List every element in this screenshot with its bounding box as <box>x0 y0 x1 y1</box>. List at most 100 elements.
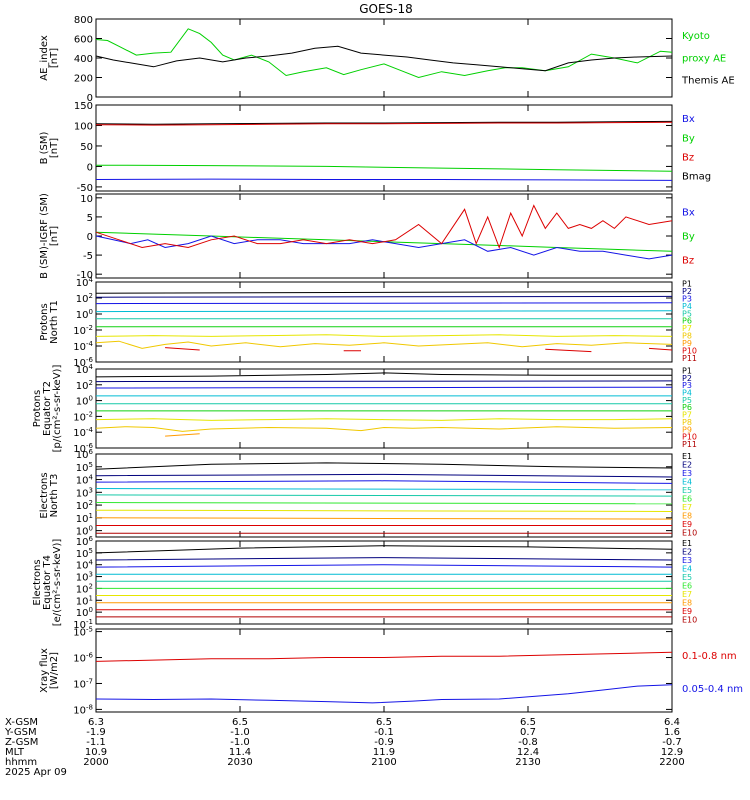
y-axis-label: [e/(cm²-s-sr-keV)] <box>52 539 63 627</box>
y-tick-label: -50 <box>77 183 93 194</box>
y-tick-label: 800 <box>74 15 93 26</box>
footer-value: 12.9 <box>661 747 683 758</box>
footer-value: 6.5 <box>232 717 248 728</box>
legend-entry: Bx <box>682 208 695 219</box>
series-line-e4 <box>95 488 673 491</box>
y-tick-label: 200 <box>74 74 93 85</box>
legend-entry: E8 <box>682 512 692 521</box>
footer-value: 6.5 <box>376 717 392 728</box>
legend-entry: By <box>682 232 695 243</box>
legend-entry: P9 <box>682 425 692 434</box>
footer-value: 10.9 <box>85 747 107 758</box>
y-tick-label: 0 <box>87 162 93 173</box>
legend-entry: P8 <box>682 418 692 427</box>
legend-entry: P11 <box>682 354 697 363</box>
y-axis-label: [nT] <box>49 226 60 246</box>
legend-entry: Themis AE <box>681 76 735 87</box>
footer-value: 2100 <box>371 757 396 768</box>
y-tick-label: 10-2 <box>73 410 93 423</box>
y-tick-label: 103 <box>76 486 93 499</box>
legend-entry: E9 <box>682 520 692 529</box>
y-tick-label: 10-4 <box>73 340 93 353</box>
y-tick-label: 0 <box>87 232 93 243</box>
legend-entry: P4 <box>682 302 692 311</box>
y-axis-label: North T3 <box>49 474 60 518</box>
legend-entry: P2 <box>682 287 692 296</box>
y-tick-label: 0 <box>87 93 93 104</box>
panel-frame <box>95 193 673 279</box>
legend-entry: E1 <box>682 452 692 461</box>
footer-value: 2200 <box>659 757 684 768</box>
series-line-e3 <box>95 564 673 568</box>
y-tick-label: 600 <box>74 35 93 46</box>
y-tick-label: 102 <box>76 499 93 512</box>
legend-entry: proxy AE <box>682 53 726 64</box>
series-line-p2 <box>95 295 673 298</box>
legend-entry: P6 <box>682 317 692 326</box>
legend-entry: E3 <box>682 469 692 478</box>
footer-value: 11.4 <box>229 747 251 758</box>
y-tick-label: 50 <box>80 142 93 153</box>
y-axis-label: B (SM)-IGRF (SM) <box>39 193 50 279</box>
legend-entry: E10 <box>682 616 697 625</box>
footer-row-label: hhmm <box>5 757 37 768</box>
panel-frame <box>95 104 673 192</box>
panel-bdiff: -10 -5 0 5 10 B (SM)-IGRF (SM) [nT] Bx By Bz <box>39 193 695 281</box>
series-line-p9-segment <box>165 433 200 437</box>
y-axis-label: Equator T2 <box>42 381 53 436</box>
series-line-bz <box>95 204 673 249</box>
footer-value: -0.8 <box>518 737 538 748</box>
panel-frame <box>95 281 673 363</box>
legend-entry: Bmag <box>682 172 711 183</box>
y-axis-label: [p/(cm²-s-sr-keV)] <box>52 365 63 453</box>
series-line-p8 <box>95 426 673 432</box>
panel-frame <box>95 18 673 98</box>
footer-row-label: Z-GSM <box>5 737 38 748</box>
legend-entry: P4 <box>682 389 692 398</box>
y-tick-label: 10-6 <box>73 652 93 665</box>
series-line-p7 <box>95 334 673 337</box>
legend-entry: E8 <box>682 599 692 608</box>
y-tick-label: 106 <box>76 448 94 461</box>
legend-entry: E10 <box>682 529 697 538</box>
footer-value: 12.4 <box>517 747 539 758</box>
legend-entry: P11 <box>682 440 697 449</box>
footer-value: 1.6 <box>664 727 680 738</box>
panel-bsm: -50 0 50 100 150 B (SM) [nT] Bx By Bz Bmag <box>39 101 711 194</box>
y-tick-label: 101 <box>76 512 93 525</box>
y-tick-label: 100 <box>76 308 93 321</box>
legend-entry: P3 <box>682 381 692 390</box>
series-line-bx <box>95 235 673 260</box>
y-axis-label: AE_index <box>39 35 50 81</box>
y-axis-label: B (SM) <box>39 131 50 164</box>
y-axis-label: North T1 <box>49 300 60 344</box>
y-tick-label: 100 <box>74 121 93 132</box>
footer-value: 2030 <box>227 757 252 768</box>
footer-value: 6.3 <box>88 717 104 728</box>
panel-xray: 10-5 10-6 10-7 10-8 Xray flux [W/m2] 0.1-0.8 n… <box>39 626 743 717</box>
legend-entry: Bz <box>682 256 694 267</box>
legend-entry: E6 <box>682 495 692 504</box>
legend-entry: Kyoto <box>682 31 710 42</box>
panel-ae: 0 200 400 600 800 AE_index [nT] Kyoto proxy AE Th… <box>39 15 735 104</box>
series-line-p1 <box>95 291 673 294</box>
footer-value: -1.0 <box>230 737 250 748</box>
series-line-e7 <box>95 509 673 512</box>
series-line-0-1-0-8-nm <box>95 651 673 662</box>
series-line-e1 <box>95 462 673 470</box>
footer-value: 2000 <box>83 757 108 768</box>
y-tick-label: -5 <box>83 251 93 262</box>
y-tick-label: 10-4 <box>73 426 93 439</box>
footer-value: 6.5 <box>520 717 536 728</box>
y-tick-label: 102 <box>76 379 93 392</box>
y-tick-label: 10-5 <box>73 626 93 639</box>
footer-value: -1.9 <box>86 727 106 738</box>
legend-entry: E7 <box>682 503 692 512</box>
legend-entry: P1 <box>682 366 692 375</box>
legend-entry: E4 <box>682 565 692 574</box>
footer-value: 2130 <box>515 757 540 768</box>
y-axis-label: [nT] <box>49 138 60 158</box>
series-line-kyoto-proxy-ae <box>95 28 673 79</box>
